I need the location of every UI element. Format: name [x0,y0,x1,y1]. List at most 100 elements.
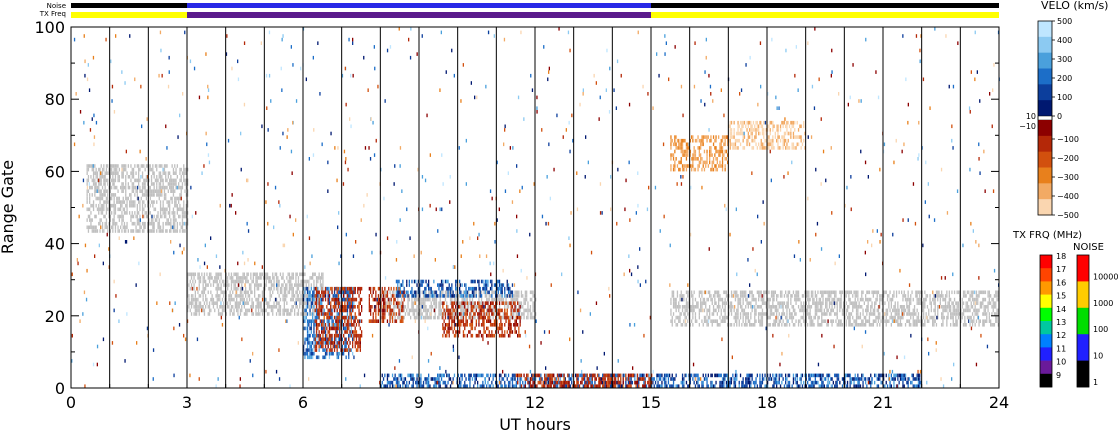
echo-cell [683,294,685,298]
echo-cell [855,301,858,305]
echo-cell [394,297,396,302]
echo-cell [506,308,508,313]
echo-cell [327,319,329,323]
echo-cell [410,290,412,295]
echo-cell [193,276,195,280]
echo-cell [471,315,474,320]
echo-cell [449,326,452,331]
echo-cell [955,308,957,313]
echo-cell [90,175,92,179]
echo-cell [309,355,311,360]
echo-cell [711,297,713,302]
echo-cell [232,276,234,280]
echo-cell [309,308,311,313]
echo-cell [709,315,711,320]
echo-cell [138,221,140,226]
echo-cell [317,333,319,338]
echo-cell [978,290,980,295]
echo-cell [448,323,450,327]
echo-cell [800,323,802,327]
echo-cell [929,315,931,320]
echo-cell [429,312,431,316]
echo-cell [471,305,474,309]
echo-cell [465,312,467,316]
echo-cell [152,193,154,197]
echo-cell [282,276,284,280]
echo-cell [166,221,168,226]
echo-cell [321,323,323,327]
echo-cell [239,297,242,302]
echo-cell [340,323,342,327]
echo-cell [265,276,267,280]
echo-cell [779,319,782,323]
echo-cell [688,297,690,302]
echo-cell [130,164,132,168]
echo-cell [348,297,350,302]
echo-cell [386,384,389,388]
echo-cell [411,294,413,298]
echo-cell [255,312,257,316]
echo-cell [86,164,88,168]
echo-cell [230,294,233,298]
echo-cell [141,175,144,179]
echo-cell [885,308,887,313]
echo-cell [86,193,88,197]
echo-cell [836,312,838,316]
echo-cell [825,319,827,323]
echo-cell [163,167,166,172]
echo-cell [202,286,204,291]
echo-cell [145,175,148,179]
echo-cell [395,286,398,291]
echo-cell [471,333,474,338]
echo-cell [126,211,128,215]
echo-cell [148,178,150,183]
echo-cell [241,279,243,284]
echo-cell [263,294,265,298]
echo-cell [974,312,976,316]
echo-cell [402,315,404,320]
echo-cell [141,229,144,233]
echo-cell [153,182,155,186]
echo-cell [308,297,310,302]
echo-cell [394,312,396,316]
echo-cell [470,301,472,305]
echo-cell [868,312,871,316]
echo-cell [193,283,195,287]
echo-cell [489,305,492,309]
echo-cell [181,207,184,212]
echo-cell [285,297,287,302]
echo-cell [986,315,988,320]
echo-cell [676,315,679,320]
echo-cell [252,276,254,280]
echo-cell [429,297,431,302]
echo-cell [263,276,265,280]
echo-cell [217,308,220,313]
echo-cell [953,323,956,327]
echo-cell [950,315,952,320]
echo-cell [993,312,996,316]
echo-cell [479,315,481,320]
echo-cell [819,305,822,309]
echo-cell [465,294,467,298]
echo-cell [174,196,176,201]
echo-cell [808,301,810,305]
echo-cell [471,294,474,298]
echo-cell [741,294,743,298]
echo-cell [828,290,831,295]
echo-cell [761,312,764,316]
echo-cell [434,315,436,320]
echo-cell [678,305,680,309]
echo-cell [912,323,914,327]
echo-cell [310,286,312,291]
echo-cell [746,323,748,327]
echo-cell [803,301,805,305]
echo-cell [398,290,400,295]
echo-cell [468,286,470,291]
echo-cell [202,276,204,280]
echo-cell [430,305,432,309]
echo-cell [465,286,467,291]
echo-cell [149,221,151,226]
echo-cell [395,290,398,295]
echo-cell [411,301,413,305]
echo-cell [850,301,853,305]
